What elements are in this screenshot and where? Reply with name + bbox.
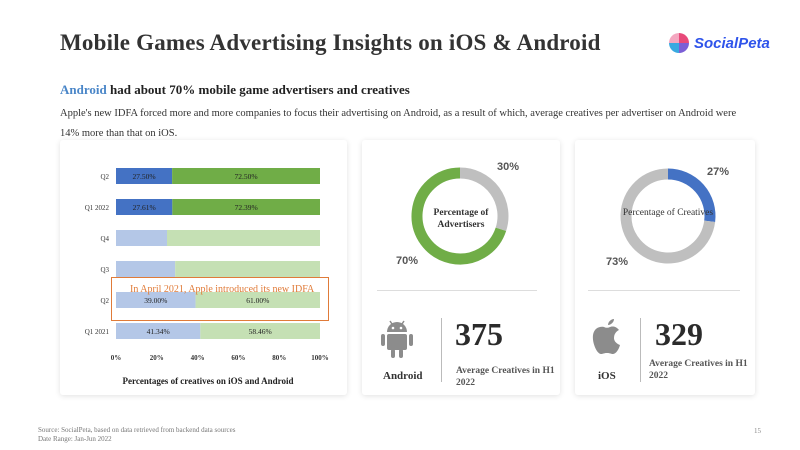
- ios-platform-label: iOS: [598, 370, 616, 382]
- ios-divider: [588, 290, 740, 291]
- footer-source-text: Source: SocialPeta, based on data retrie…: [38, 426, 236, 434]
- android-average-creatives-caption: Average Creatives in H1 2022: [456, 366, 555, 388]
- annotation-text: In April 2021, Apple introduced its new …: [130, 284, 315, 295]
- android-divider: [377, 290, 537, 291]
- socialpeta-logo-icon: [669, 33, 689, 53]
- x-tick-label: 0%: [111, 354, 122, 362]
- bar-data-label: 41.34%: [147, 327, 170, 336]
- category-label: Q2: [100, 173, 109, 181]
- bar-segment-series-2: [200, 323, 320, 339]
- android-vertical-divider: [441, 318, 442, 382]
- bar-data-label: 39.00%: [144, 296, 167, 305]
- bar-segment-series-1: [116, 323, 201, 339]
- bar-segment-series-1: [116, 261, 176, 277]
- android-platform-label: Android: [383, 370, 423, 382]
- bar-segment-series-2: [167, 230, 320, 246]
- category-label: Q1 2021: [85, 328, 110, 336]
- subtitle-accent: Android: [60, 82, 107, 97]
- bar-data-label: 61.00%: [246, 296, 269, 305]
- creatives-donut-label: Percentage of Creatives: [622, 208, 714, 218]
- bar-chart-title: Percentages of creatives on iOS and Andr…: [123, 376, 294, 386]
- bar-segment-series-1: [116, 168, 173, 184]
- section-subtitle: Android had about 70% mobile game advert…: [60, 82, 410, 98]
- bar-data-label: 27.50%: [132, 172, 155, 181]
- category-label: Q3: [100, 266, 109, 274]
- android-robot-icon: [381, 320, 413, 358]
- x-tick-label: 60%: [231, 354, 245, 362]
- x-tick-label: 20%: [150, 354, 164, 362]
- bar-data-label: 58.46%: [249, 327, 272, 336]
- bar-segment-series-2: [172, 199, 320, 215]
- bar-segment-series-2: [175, 261, 320, 277]
- ios-vertical-divider: [640, 318, 641, 382]
- bar-segment-series-1: [116, 199, 173, 215]
- annotation-box: [111, 277, 329, 321]
- brand-logo: SocialPeta: [668, 32, 770, 54]
- bar-data-label: 72.50%: [234, 172, 257, 181]
- footer-source: Source: SocialPeta, based on data retrie…: [38, 426, 235, 444]
- android-average-creatives-value: 375: [455, 316, 503, 352]
- bar-data-label: 72.39%: [235, 203, 258, 212]
- page-title: Mobile Games Advertising Insights on iOS…: [60, 30, 601, 55]
- description-text: Apple's new IDFA forced more and more co…: [60, 108, 737, 139]
- category-label: Q2: [100, 297, 109, 305]
- bar-segment-series-1: [116, 230, 167, 246]
- bar-segment-series-1: [116, 292, 196, 308]
- ios-average-creatives-value: 329: [655, 316, 703, 352]
- page-number: 15: [754, 427, 761, 435]
- category-label: Q4: [100, 235, 109, 243]
- x-tick-label: 80%: [272, 354, 286, 362]
- bar-data-label: 27.61%: [133, 203, 156, 212]
- ios-average-creatives-caption: Average Creatives in H1 2022: [649, 359, 748, 381]
- category-label: Q1 2022: [85, 204, 110, 212]
- footer-date-range: Date Range: Jan-Jun 2022: [38, 435, 112, 443]
- x-tick-label: 40%: [191, 354, 205, 362]
- bar-segment-series-2: [172, 168, 320, 184]
- x-tick-label: 100%: [311, 354, 329, 362]
- apple-icon: [592, 319, 620, 354]
- subtitle-rest: had about 70% mobile game advertisers an…: [106, 82, 410, 97]
- logo-text: SocialPeta: [694, 34, 770, 52]
- advertisers-donut-label: Percentage of Advertisers: [433, 208, 489, 230]
- bar-segment-series-2: [195, 292, 320, 308]
